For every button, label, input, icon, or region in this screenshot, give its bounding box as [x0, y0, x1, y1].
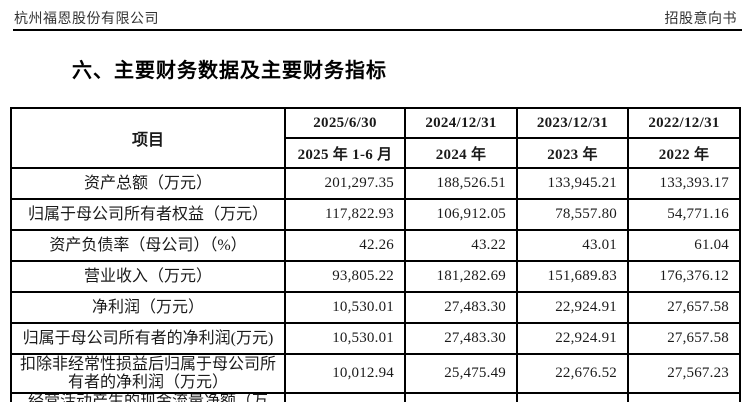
cell-value: 42.26 [284, 229, 406, 262]
cell-value: 201,297.35 [284, 167, 406, 200]
cell-value: 176,376.12 [627, 260, 741, 293]
cell-value: 43.22 [404, 229, 518, 262]
table-row-parent-equity: 归属于母公司所有者权益（万元） 117,822.93 106,912.05 78… [10, 198, 741, 231]
cell-value [284, 392, 406, 402]
table-row-net-profit: 净利润（万元） 10,530.01 27,483.30 22,924.91 27… [10, 291, 741, 324]
header-divider [13, 29, 742, 31]
cell-value: 25,475.49 [404, 353, 518, 394]
col-header-period-2023: 2023 年 [516, 137, 629, 169]
row-label: 资产总额（万元） [10, 167, 286, 200]
cell-value: 27,657.58 [627, 322, 741, 355]
row-label: 扣除非经常性损益后归属于母公司所有者的净利润（万元） [10, 353, 286, 394]
cell-value: 27,483.30 [404, 322, 518, 355]
row-label: 净利润（万元） [10, 291, 286, 324]
col-header-item: 项目 [10, 107, 286, 169]
cell-value: 22,676.52 [516, 353, 629, 394]
col-header-period-2025: 2025 年 1-6 月 [284, 137, 406, 169]
table-header-row-periods: 2025 年 1-6 月 2024 年 2023 年 2022 年 [11, 137, 741, 169]
cell-value: 27,483.30 [404, 291, 518, 324]
cell-value: 106,912.05 [404, 198, 518, 231]
row-label: 归属于母公司所有者权益（万元） [10, 198, 286, 231]
cell-value: 188,526.51 [404, 167, 518, 200]
cell-value: 54,771.16 [627, 198, 741, 231]
financial-table: 项目 2025/6/30 2024/12/31 2023/12/31 2022/… [10, 107, 741, 402]
cell-value [516, 392, 629, 402]
cell-value [627, 392, 741, 402]
cell-value: 10,012.94 [284, 353, 406, 394]
table-row-total-assets: 资产总额（万元） 201,297.35 188,526.51 133,945.2… [10, 167, 741, 200]
cell-value: 10,530.01 [284, 322, 406, 355]
row-label: 经营活动产生的现金流量净额（万元） [10, 392, 286, 402]
cell-value [404, 392, 518, 402]
cell-value: 93,805.22 [284, 260, 406, 293]
col-header-period-2024: 2024 年 [404, 137, 518, 169]
col-header-period-2022: 2022 年 [627, 137, 741, 169]
cell-value: 78,557.80 [516, 198, 629, 231]
company-name: 杭州福恩股份有限公司 [14, 12, 159, 27]
cell-value: 22,924.91 [516, 291, 629, 324]
cell-value: 133,393.17 [627, 167, 741, 200]
cell-value: 61.04 [627, 229, 741, 262]
cell-value: 181,282.69 [404, 260, 518, 293]
cell-value: 27,657.58 [627, 291, 741, 324]
col-header-date-2023: 2023/12/31 [516, 107, 629, 139]
table-row-debt-ratio: 资产负债率（母公司）（%） 42.26 43.22 43.01 61.04 [10, 229, 741, 262]
col-header-date-2025: 2025/6/30 [284, 107, 406, 139]
cell-value: 151,689.83 [516, 260, 629, 293]
row-label: 营业收入（万元） [10, 260, 286, 293]
table-row-revenue: 营业收入（万元） 93,805.22 181,282.69 151,689.83… [10, 260, 741, 293]
cell-value: 22,924.91 [516, 322, 629, 355]
table-header-row-dates: 项目 2025/6/30 2024/12/31 2023/12/31 2022/… [10, 107, 741, 169]
section-title: 六、主要财务数据及主要财务指标 [72, 60, 387, 82]
doc-type-label: 招股意向书 [664, 12, 737, 27]
cell-value: 43.01 [516, 229, 629, 262]
cell-value: 133,945.21 [516, 167, 629, 200]
col-header-date-2022: 2022/12/31 [627, 107, 741, 139]
col-header-date-2024: 2024/12/31 [404, 107, 518, 139]
cell-value: 10,530.01 [284, 291, 406, 324]
cell-value: 117,822.93 [284, 198, 406, 231]
row-label: 资产负债率（母公司）（%） [10, 229, 286, 262]
table-row-parent-net-profit: 归属于母公司所有者的净利润(万元) 10,530.01 27,483.30 22… [10, 322, 741, 355]
row-label: 归属于母公司所有者的净利润(万元) [10, 322, 286, 355]
page-header: 杭州福恩股份有限公司 招股意向书 [14, 8, 737, 28]
table-row-deducted-net-profit: 扣除非经常性损益后归属于母公司所有者的净利润（万元） 10,012.94 25,… [10, 353, 741, 394]
cell-value: 27,567.23 [627, 353, 741, 394]
table-row-clipped: 经营活动产生的现金流量净额（万元） [10, 392, 741, 402]
